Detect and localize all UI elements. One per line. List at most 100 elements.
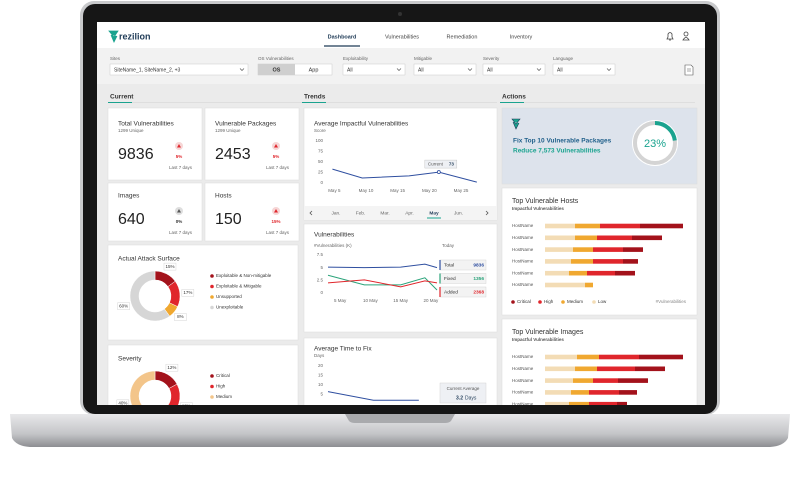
logo: rezilion [119,31,151,41]
y-tick-label: 0 [320,180,323,185]
kpi-title: Vulnerable Packages [215,121,277,128]
y-axis-label: Score [314,128,326,133]
kpi-title: Total Vulnerabilities [118,121,175,128]
row-label: HostName [512,259,534,264]
toggle-option[interactable]: OS [273,67,281,73]
legend-dot [511,300,515,304]
filter-label: Exploitability [343,56,369,61]
chart-subtitle: Impactful Vulnerabilities [512,337,564,342]
slice-label-box [165,363,179,372]
kpi-change: 5% [273,154,280,159]
pie-slice [129,370,156,405]
camera [398,12,402,16]
month[interactable]: Jan. [331,210,340,216]
caret [239,68,245,71]
row-label: HostName [512,366,534,371]
month[interactable]: May [429,210,439,216]
bar-segment [600,223,640,229]
kpi-subtitle: 1299 Unique [118,128,144,133]
caret [396,68,402,71]
trend-icon [274,209,278,213]
y-axis-label: #Vulnerabilities (K) [314,243,352,248]
user-icon[interactable] [682,31,690,41]
bar-segment [619,390,637,395]
caret [606,68,612,71]
month[interactable]: Feb. [356,210,366,216]
legend-dot [592,300,596,304]
legend-label: Unsupported [216,294,242,299]
month-prev[interactable] [309,210,313,216]
month[interactable]: Mar. [380,210,389,216]
legend-dot [561,300,565,304]
filter-select[interactable] [342,63,406,76]
laptop-base [10,414,790,447]
bar-segment [623,247,643,252]
y-tick-label: 20 [318,363,324,368]
x-tick-label: May 15 [390,188,405,193]
filter-select[interactable] [109,63,249,76]
nav-tab[interactable]: Remediation [447,34,478,40]
toggle-option[interactable]: App [309,67,319,73]
trend-icon [177,144,181,148]
kpi-card [107,107,203,181]
bar-segment [545,390,571,395]
month-next[interactable] [485,210,489,216]
bell-icon[interactable] [666,32,674,41]
filter-select[interactable] [552,63,616,76]
legend-label: High [216,384,226,389]
y-tick-label: 100 [315,138,323,143]
chart-title: Top Vulnerable Images [512,329,584,336]
filter-label: Sites [110,56,121,61]
x-tick-label: May 20 [422,188,437,193]
month[interactable]: Apr. [405,210,414,216]
legend-dot [538,300,542,304]
bar-segment [545,223,575,229]
legend-dot [210,295,214,299]
month[interactable]: Jun. [454,210,463,216]
gauge-face [632,120,678,166]
action-subtitle: Reduce 7,573 Vulnerabilities [513,148,601,155]
gauge-label: 23% [644,138,666,150]
action-title[interactable]: Fix Top 10 Vulnerable Packages [513,138,612,145]
filter-value: SiteName_1, SiteName_2, +3 [114,67,181,73]
today-value: 1356 [473,276,484,282]
bar-segment [599,354,639,360]
filter-select[interactable] [482,63,546,76]
kpi-period: Last 7 days [169,230,193,235]
legend-label: Exploitable & Mitigable [216,284,262,289]
x-tick-label: 20 May [424,298,440,303]
bar-segment [597,366,635,372]
row-label: HostName [512,401,534,406]
bar-segment [597,235,632,241]
filter-select[interactable] [413,63,477,76]
kpi-card [107,182,203,242]
nav-tab[interactable]: Vulnerabilities [385,34,419,40]
x-tick-label: May 5 [328,188,341,193]
x-tick-label: 10 May [363,298,379,303]
nav-tab[interactable]: Inventory [510,34,533,40]
kpi-card [204,107,300,181]
bar-segment [545,259,571,264]
base-notch [345,414,455,423]
current-average-value: 3.2 [456,395,463,401]
nav-tab[interactable]: Dashboard [328,34,357,40]
current-average-label: Current Average [447,386,480,391]
export-icon[interactable] [684,64,694,76]
bar-segment [640,223,683,229]
slice-label: 17% [183,290,192,295]
kpi-title: Images [118,193,140,200]
y-tick-label: 0 [320,290,323,295]
legend-label: Unexploitable [216,305,244,310]
tooltip-value: 73 [449,161,455,166]
series-line [332,168,477,183]
filter-value: All [487,67,493,73]
kpi-title: Hosts [215,193,232,200]
bar-segment [545,247,573,252]
legend-label: High [544,299,554,304]
bar-segment [593,259,623,264]
filter-value: All [418,67,424,73]
current-average-unit: Days [465,395,477,401]
chart-title: Vulnerabilities [314,232,355,239]
slice-label: 18% [182,403,191,408]
